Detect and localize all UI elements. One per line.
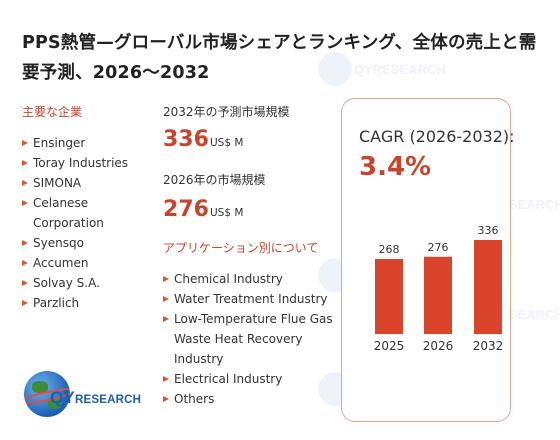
- logo-text: QYRESEARCH: [50, 388, 142, 407]
- application-item: Others: [163, 389, 338, 409]
- arrow-icon: [22, 200, 28, 206]
- company-item: SIMONA: [22, 173, 128, 193]
- current-size-value: 276: [163, 197, 209, 222]
- applications-heading: アプリケーション別について: [163, 241, 319, 255]
- application-item: Chemical Industry: [163, 269, 338, 289]
- x-tick-label: 2025: [374, 339, 405, 353]
- current-size-unit: US$ M: [210, 207, 244, 219]
- arrow-icon: [22, 240, 28, 246]
- globe-icon: [24, 371, 70, 417]
- qyresearch-logo: QYRESEARCH: [24, 371, 164, 417]
- company-item: Parzlich: [22, 293, 128, 313]
- forecast-label: 2032年の予測市場規模: [163, 105, 290, 119]
- company-item: Syensqo: [22, 233, 128, 253]
- cagr-value: 3.4%: [359, 152, 432, 182]
- company-item: Ensinger: [22, 133, 128, 153]
- arrow-icon: [163, 396, 169, 402]
- arrow-icon: [163, 376, 169, 382]
- page-title: PPS熱管—グローバル市場シェアとランキング、全体の売上と需要予測、2026～2…: [22, 33, 537, 83]
- x-tick-label: 2032: [473, 339, 504, 353]
- bar-2026: [424, 256, 452, 334]
- arrow-icon: [163, 296, 169, 302]
- bar-2032: [474, 240, 502, 334]
- companies-heading: 主要な企業: [22, 105, 83, 119]
- application-item: Water Treatment Industry: [163, 289, 338, 309]
- bar-value-label: 336: [478, 224, 499, 237]
- company-item: Toray Industries: [22, 153, 128, 173]
- cagr-label: CAGR (2026-2032):: [359, 127, 515, 146]
- forecast-value: 336: [163, 127, 209, 152]
- application-item: Low-Temperature Flue Gas Waste Heat Reco…: [163, 309, 338, 369]
- arrow-icon: [22, 180, 28, 186]
- arrow-icon: [22, 300, 28, 306]
- arrow-icon: [22, 160, 28, 166]
- company-list: Ensinger Toray Industries SIMONA Celanes…: [22, 133, 128, 313]
- company-item: Accumen: [22, 253, 128, 273]
- bar-value-label: 268: [379, 243, 400, 256]
- x-tick-label: 2026: [423, 339, 454, 353]
- company-item: Celanese Corporation: [22, 193, 128, 233]
- bar-value-label: 276: [428, 241, 449, 254]
- arrow-icon: [22, 280, 28, 286]
- arrow-icon: [22, 260, 28, 266]
- application-item: Electrical Industry: [163, 369, 338, 389]
- forecast-unit: US$ M: [210, 137, 244, 149]
- arrow-icon: [163, 276, 169, 282]
- bar-chart: 268 2025 276 2026 336 2032: [374, 224, 504, 353]
- current-size-label: 2026年の市場規模: [163, 173, 266, 187]
- company-item: Solvay S.A.: [22, 273, 128, 293]
- bar-2025: [375, 259, 403, 334]
- arrow-icon: [22, 140, 28, 146]
- application-list: Chemical Industry Water Treatment Indust…: [163, 269, 338, 409]
- arrow-icon: [163, 316, 169, 322]
